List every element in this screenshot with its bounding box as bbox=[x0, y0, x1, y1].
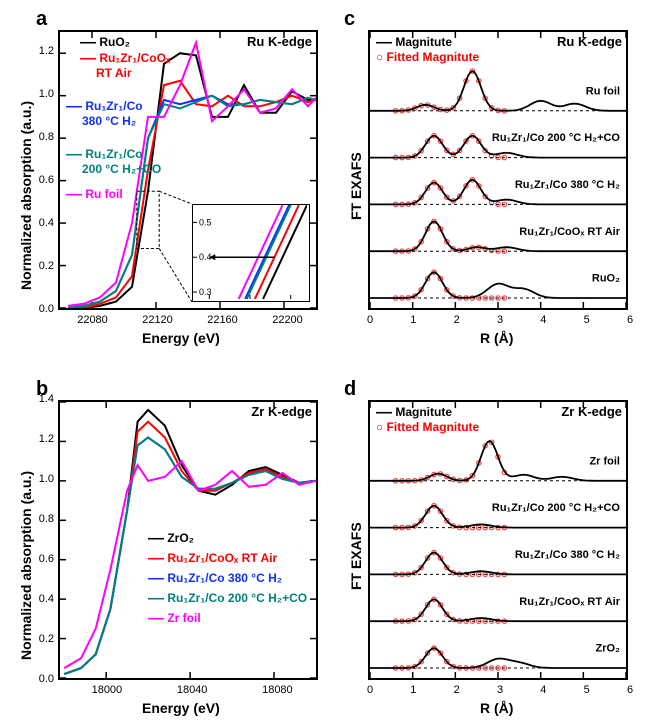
svg-text:RuO₂: RuO₂ bbox=[592, 273, 620, 285]
panel-d-title: Zr K-edge bbox=[561, 404, 622, 419]
xtick: 22120 bbox=[138, 314, 178, 326]
xtick: 3 bbox=[480, 314, 520, 326]
ylabel-d: FT EXAFS bbox=[348, 522, 364, 590]
legend-c-1: ○ Fitted Magnitute bbox=[376, 50, 479, 65]
xtick: 1 bbox=[393, 314, 433, 326]
legend-b-2: — Ru₁Zr₁/Co 380 °C H₂ bbox=[148, 570, 282, 588]
chart-c: Ru foil Ru₁Zr₁/Co 200 °C H₂+CO Ru₁Zr₁/Co 3… bbox=[368, 30, 628, 310]
xlabel-a: Energy (eV) bbox=[142, 330, 220, 346]
svg-text:Ru₁Zr₁/Co 200 °C H₂+CO: Ru₁Zr₁/Co 200 °C H₂+CO bbox=[492, 132, 621, 144]
panel-b-title: Zr K-edge bbox=[251, 404, 312, 419]
xtick: 4 bbox=[523, 314, 563, 326]
svg-text:Zr foil: Zr foil bbox=[589, 455, 620, 467]
svg-text:Ru₁Zr₁/CoOₓ RT Air: Ru₁Zr₁/CoOₓ RT Air bbox=[519, 226, 620, 238]
legend-a-7: — Ru foil bbox=[66, 186, 123, 204]
xtick: 18040 bbox=[172, 684, 212, 696]
chart-c-svg: Ru foil Ru₁Zr₁/Co 200 °C H₂+CO Ru₁Zr₁/Co 3… bbox=[370, 32, 626, 308]
xlabel-b: Energy (eV) bbox=[142, 700, 220, 716]
ytick: 0.0 bbox=[28, 303, 54, 315]
xtick: 2 bbox=[437, 684, 477, 696]
ytick: 1.0 bbox=[28, 473, 54, 485]
panel-a-title: Ru K-edge bbox=[247, 34, 312, 49]
xtick: 1 bbox=[393, 684, 433, 696]
ytick: 0.2 bbox=[28, 260, 54, 272]
ytick: 0.6 bbox=[28, 174, 54, 186]
xlabel-c: R (Å) bbox=[480, 330, 513, 346]
xtick: 18000 bbox=[87, 684, 127, 696]
ytick: 0.0 bbox=[28, 673, 54, 685]
inset-a: 2211022115221200.30.40.5 bbox=[192, 204, 310, 302]
ytick: 1.2 bbox=[28, 45, 54, 57]
xtick: 4 bbox=[523, 684, 563, 696]
xtick: 22200 bbox=[268, 314, 308, 326]
ytick: 0.6 bbox=[28, 553, 54, 565]
legend-a-2: RT Air bbox=[96, 66, 132, 80]
panel-letter-c: c bbox=[344, 8, 355, 31]
panel-letter-d: d bbox=[344, 378, 356, 401]
xtick: 6 bbox=[610, 684, 649, 696]
figure: a b c d 2211022115221200.30.40.5 Ru K-ed… bbox=[0, 0, 649, 724]
chart-d: Zr foil Ru₁Zr₁/Co 200 °C H₂+CO Ru₁Zr₁/Co 3… bbox=[368, 400, 628, 680]
panel-c-title: Ru K-edge bbox=[557, 34, 622, 49]
svg-text:Ru₁Zr₁/Co 380 °C H₂: Ru₁Zr₁/Co 380 °C H₂ bbox=[515, 179, 620, 191]
svg-text:0.3: 0.3 bbox=[199, 287, 212, 297]
panel-b: Zr K-edge — ZrO₂ — Ru₁Zr₁/CoOₓ RT Air — … bbox=[58, 400, 318, 680]
ytick: 1.2 bbox=[28, 433, 54, 445]
xtick: 22160 bbox=[203, 314, 243, 326]
ytick: 0.8 bbox=[28, 131, 54, 143]
legend-b-0: — ZrO₂ bbox=[148, 530, 194, 548]
panel-d: Zr foil Ru₁Zr₁/Co 200 °C H₂+CO Ru₁Zr₁/Co 3… bbox=[368, 400, 628, 680]
ytick: 1.0 bbox=[28, 88, 54, 100]
chart-d-svg: Zr foil Ru₁Zr₁/Co 200 °C H₂+CO Ru₁Zr₁/Co 3… bbox=[370, 402, 626, 678]
panel-letter-a: a bbox=[36, 8, 47, 31]
xtick: 0 bbox=[350, 684, 390, 696]
xtick: 0 bbox=[350, 314, 390, 326]
svg-text:Ru foil: Ru foil bbox=[586, 85, 620, 97]
xtick: 5 bbox=[567, 684, 607, 696]
inset-a-svg: 2211022115221200.30.40.5 bbox=[193, 205, 307, 299]
ytick: 0.2 bbox=[28, 633, 54, 645]
xtick: 5 bbox=[567, 314, 607, 326]
svg-text:ZrO₂: ZrO₂ bbox=[596, 643, 621, 655]
svg-text:0.5: 0.5 bbox=[199, 217, 212, 227]
legend-a-4: 380 °C H₂ bbox=[82, 114, 136, 128]
svg-text:Ru₁Zr₁/Co 380 °C H₂: Ru₁Zr₁/Co 380 °C H₂ bbox=[515, 549, 620, 561]
xlabel-d: R (Å) bbox=[480, 700, 513, 716]
panel-c: Ru foil Ru₁Zr₁/Co 200 °C H₂+CO Ru₁Zr₁/Co 3… bbox=[368, 30, 628, 310]
ytick: 0.4 bbox=[28, 593, 54, 605]
xtick: 3 bbox=[480, 684, 520, 696]
xtick: 6 bbox=[610, 314, 649, 326]
xtick: 2 bbox=[437, 314, 477, 326]
ytick: 1.4 bbox=[28, 393, 54, 405]
legend-b-3: — Ru₁Zr₁/Co 200 °C H₂+CO bbox=[148, 590, 307, 608]
ytick: 0.4 bbox=[28, 217, 54, 229]
ytick: 0.8 bbox=[28, 513, 54, 525]
legend-d-1: ○ Fitted Magnitute bbox=[376, 420, 479, 435]
svg-text:Ru₁Zr₁/CoOₓ RT Air: Ru₁Zr₁/CoOₓ RT Air bbox=[519, 596, 620, 608]
legend-b-4: — Zr foil bbox=[148, 610, 201, 628]
svg-text:Ru₁Zr₁/Co 200 °C H₂+CO: Ru₁Zr₁/Co 200 °C H₂+CO bbox=[492, 502, 621, 514]
legend-b-1: — Ru₁Zr₁/CoOₓ RT Air bbox=[148, 550, 277, 568]
legend-a-6: 200 °C H₂+CO bbox=[82, 162, 161, 176]
xtick: 18080 bbox=[257, 684, 297, 696]
panel-a: 2211022115221200.30.40.5 Ru K-edge — RuO… bbox=[58, 30, 318, 310]
ylabel-c: FT EXAFS bbox=[348, 152, 364, 220]
xtick: 22080 bbox=[73, 314, 113, 326]
ylabel-b: Normalized absorption (a.u.) bbox=[18, 471, 34, 660]
